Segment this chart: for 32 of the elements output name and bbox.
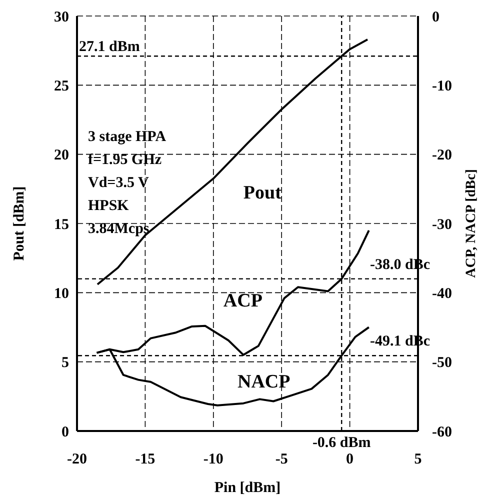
y2-tick-label: -10 bbox=[432, 78, 452, 94]
series-label: ACP bbox=[223, 290, 263, 312]
x-tick-label: -10 bbox=[203, 452, 224, 468]
ref-line-label: 27.1 dBm bbox=[79, 39, 140, 56]
annotation: 3.84Mcps bbox=[88, 220, 150, 239]
y-tick-label: 15 bbox=[54, 216, 69, 233]
y-tick-label: 25 bbox=[54, 78, 69, 94]
y2-tick-label: -20 bbox=[432, 148, 452, 164]
y-tick-label: 20 bbox=[54, 148, 69, 164]
y2-tick-label: -40 bbox=[432, 286, 452, 302]
y-tick-label: 10 bbox=[54, 286, 69, 302]
y2-tick-label: -30 bbox=[432, 216, 452, 233]
ref-line-label: -0.6 dBm bbox=[312, 435, 372, 451]
x-tick-label: -15 bbox=[135, 452, 156, 468]
annotation: HPSK bbox=[88, 197, 130, 216]
y2-axis-title: ACP, NACP [dBc] bbox=[464, 169, 480, 278]
x-tick-label: 0 bbox=[346, 452, 354, 468]
x-axis-title: Pin [dBm] bbox=[214, 480, 281, 496]
series-label: NACP bbox=[237, 371, 291, 392]
x-tick-label: -5 bbox=[275, 452, 288, 468]
y-tick-label: 30 bbox=[54, 9, 69, 26]
series-label: Pout bbox=[243, 182, 282, 204]
y2-tick-label: 0 bbox=[432, 9, 440, 26]
annotation: Vd=3.5 V bbox=[88, 174, 150, 193]
x-tick-label: 5 bbox=[414, 452, 422, 468]
annotation: 3 stage HPA bbox=[88, 128, 166, 147]
y-tick-label: 5 bbox=[62, 355, 69, 372]
x-tick-label: -20 bbox=[67, 452, 87, 468]
y-axis-title: Pout [dBm] bbox=[11, 186, 28, 261]
y-tick-label: 0 bbox=[62, 424, 69, 440]
y2-tick-label: -60 bbox=[432, 424, 452, 440]
y2-tick-label: -50 bbox=[432, 355, 452, 372]
